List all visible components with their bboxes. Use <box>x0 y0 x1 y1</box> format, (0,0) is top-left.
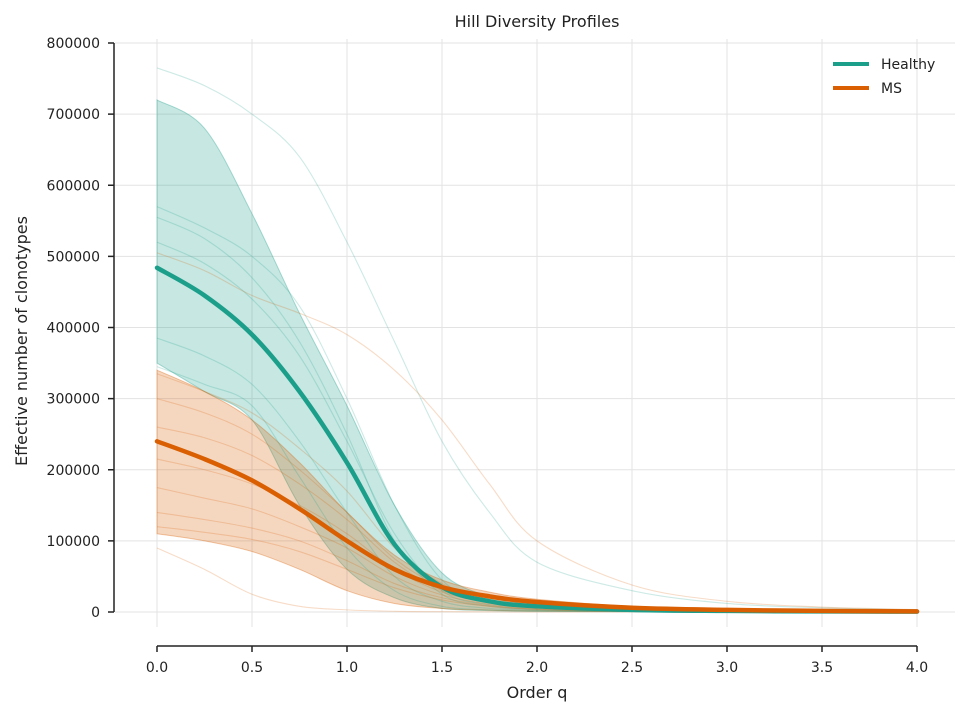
x-tick-label: 4.0 <box>906 660 928 676</box>
y-axis-label: Effective number of clonotypes <box>12 216 31 466</box>
x-tick-label: 0.5 <box>241 660 263 676</box>
ms-legend-label: MS <box>881 81 902 97</box>
x-tick-label: 1.5 <box>431 660 453 676</box>
ms-mean-line <box>154 439 920 614</box>
y-tick-label: 100000 <box>47 534 100 550</box>
x-axis-label: Order q <box>507 683 568 702</box>
legend: Healthy MS <box>833 57 935 97</box>
y-tick-label: 400000 <box>47 321 100 337</box>
healthy-sample-line <box>156 67 918 611</box>
axes: 0 100000 200000 300000 400000 500000 600000 700… <box>47 36 929 676</box>
ms-sample-line <box>156 252 918 611</box>
x-tick-label: 2.5 <box>621 660 643 676</box>
x-tick-label: 3.5 <box>811 660 833 676</box>
y-tick-label: 0 <box>91 605 100 621</box>
x-tick-label: 2.0 <box>526 660 548 676</box>
y-tick-label: 600000 <box>47 178 100 194</box>
grid <box>115 39 955 627</box>
mean-lines <box>154 265 920 614</box>
y-tick-label: 300000 <box>47 392 100 408</box>
x-tick-label: 1.0 <box>336 660 358 676</box>
healthy-legend-label: Healthy <box>881 57 935 73</box>
y-tick-label: 500000 <box>47 249 100 265</box>
y-tick-label: 200000 <box>47 463 100 479</box>
x-tick-label: 3.0 <box>716 660 738 676</box>
y-tick-label: 800000 <box>47 36 100 52</box>
x-tick-label: 0.0 <box>146 660 168 676</box>
chart-title: Hill Diversity Profiles <box>455 12 620 31</box>
y-tick-label: 700000 <box>47 107 100 123</box>
